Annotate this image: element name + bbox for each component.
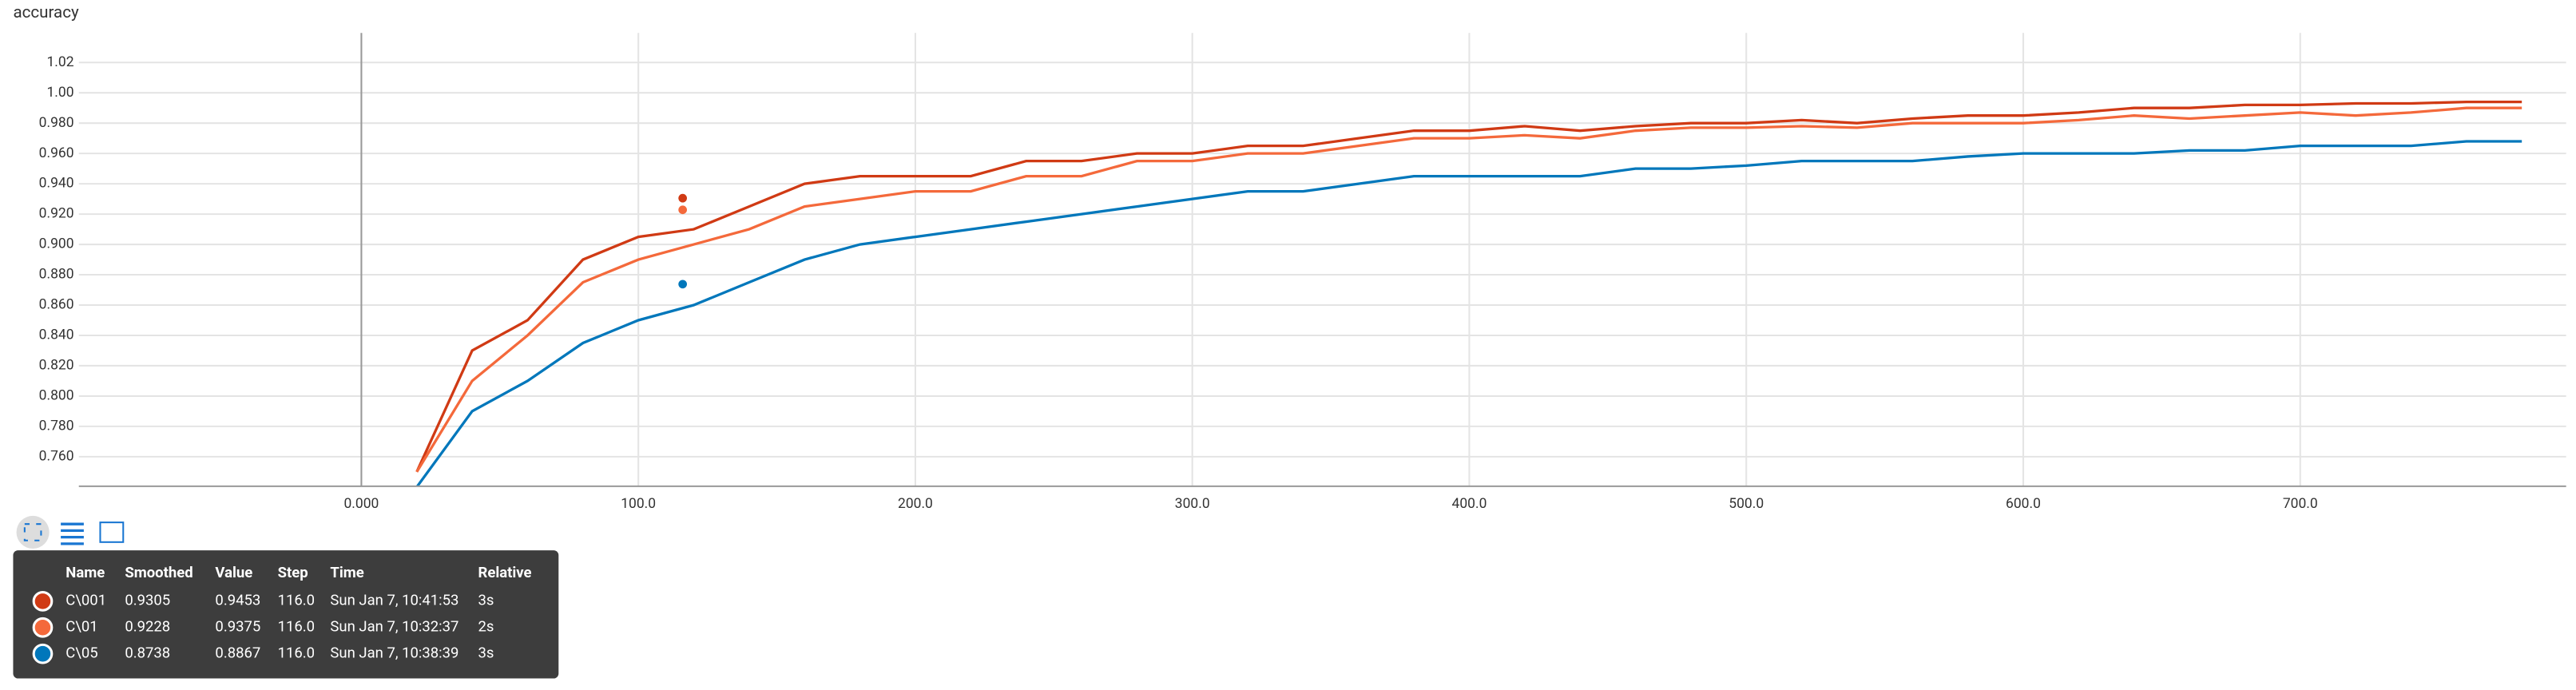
hover-point xyxy=(678,280,688,289)
y-tick-label: 0.800 xyxy=(39,388,74,404)
tooltip: Name Smoothed Value Step Time Relative C\001 0.… xyxy=(13,550,559,679)
y-tick-label: 0.840 xyxy=(39,327,74,343)
row-step: 116.0 xyxy=(278,592,315,609)
series-swatch xyxy=(32,643,54,664)
row-value: 0.9375 xyxy=(215,618,260,636)
x-tick-label: 600.0 xyxy=(2006,496,2041,512)
y-tick-label: 0.900 xyxy=(39,236,74,252)
series-line xyxy=(415,106,2522,473)
tooltip-header: Name xyxy=(65,564,105,581)
hover-point xyxy=(678,205,688,215)
chart-title: accuracy xyxy=(13,3,79,22)
row-relative: 2s xyxy=(478,618,494,636)
tooltip-header: Value xyxy=(215,564,252,581)
x-tick-label: 500.0 xyxy=(1729,496,1764,512)
y-tick-label: 0.920 xyxy=(39,206,74,222)
row-time: Sun Jan 7, 10:41:53 xyxy=(330,592,458,609)
y-tick-label: 0.820 xyxy=(39,358,74,374)
expand-button[interactable] xyxy=(99,521,125,543)
y-tick-label: 1.00 xyxy=(46,85,73,101)
tooltip-header: Relative xyxy=(478,564,532,581)
y-tick-label: 0.940 xyxy=(39,176,74,192)
row-step: 116.0 xyxy=(278,644,315,662)
row-name: C\05 xyxy=(65,644,97,662)
y-tick-label: 0.980 xyxy=(39,115,74,131)
x-tick-label: 300.0 xyxy=(1175,496,1210,512)
log-button[interactable] xyxy=(61,522,84,545)
series-line xyxy=(415,100,2522,473)
x-tick-label: 200.0 xyxy=(898,496,933,512)
row-value: 0.8867 xyxy=(215,644,260,662)
row-name: C\01 xyxy=(65,618,97,636)
tooltip-header: Time xyxy=(330,564,363,581)
y-tick-label: 0.880 xyxy=(39,267,74,283)
y-tick-label: 1.02 xyxy=(46,54,73,70)
x-tick-label: 0.000 xyxy=(343,496,379,512)
fit-button[interactable] xyxy=(16,515,50,549)
toolbar xyxy=(16,515,125,549)
y-tick-label: 0.760 xyxy=(39,448,74,464)
row-time: Sun Jan 7, 10:32:37 xyxy=(330,618,458,636)
y-tick-label: 0.960 xyxy=(39,145,74,161)
row-smoothed: 0.8738 xyxy=(125,644,170,662)
x-tick-label: 100.0 xyxy=(621,496,656,512)
y-tick-label: 0.780 xyxy=(39,418,74,434)
row-name: C\001 xyxy=(65,592,106,609)
y-tick-label: 0.860 xyxy=(39,297,74,313)
row-smoothed: 0.9305 xyxy=(125,592,170,609)
series-line xyxy=(415,140,2522,486)
hover-point xyxy=(678,193,688,203)
row-step: 116.0 xyxy=(278,618,315,636)
series-swatch xyxy=(32,617,54,638)
fit-icon xyxy=(23,523,42,541)
x-tick-label: 700.0 xyxy=(2283,496,2318,512)
row-relative: 3s xyxy=(478,644,494,662)
series-swatch xyxy=(32,590,54,612)
row-relative: 3s xyxy=(478,592,494,609)
row-smoothed: 0.9228 xyxy=(125,618,170,636)
x-tick-label: 400.0 xyxy=(1452,496,1487,512)
tooltip-bg xyxy=(13,550,559,679)
tooltip-header: Smoothed xyxy=(125,564,193,581)
tooltip-header: Step xyxy=(278,564,308,581)
row-time: Sun Jan 7, 10:38:39 xyxy=(330,644,458,662)
row-value: 0.9453 xyxy=(215,592,260,609)
